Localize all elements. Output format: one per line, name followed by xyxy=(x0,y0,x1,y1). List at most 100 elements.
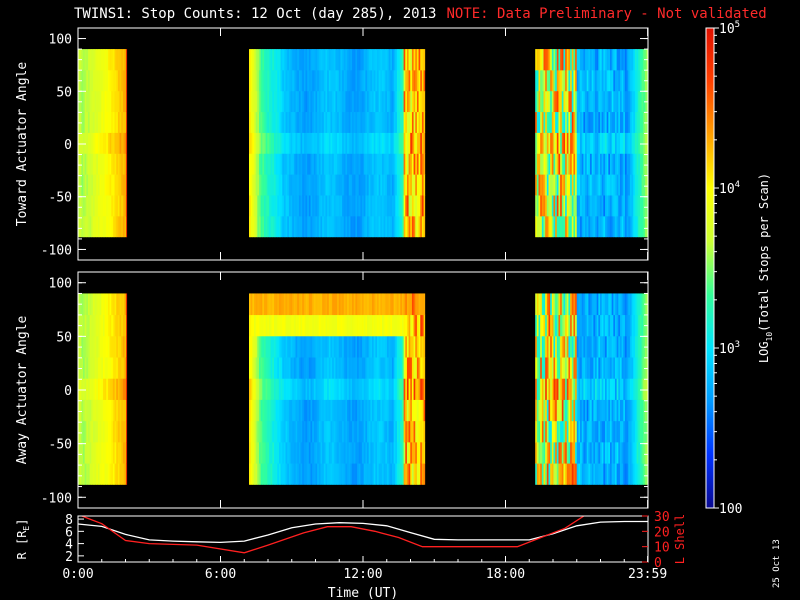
heatmap-cell xyxy=(272,441,275,464)
heatmap-cell xyxy=(312,69,315,92)
heatmap-cell xyxy=(378,293,381,316)
heatmap-cell xyxy=(310,463,313,485)
heatmap-cell xyxy=(89,335,92,358)
heatmap-cell xyxy=(332,420,335,443)
heatmap-cell xyxy=(606,293,609,316)
heatmap-cell xyxy=(357,215,360,238)
heatmap-cell xyxy=(342,90,345,113)
heatmap-cell xyxy=(614,357,618,379)
heatmap-cell xyxy=(368,215,371,238)
heatmap-cell xyxy=(638,195,641,217)
heatmap-cell xyxy=(611,293,614,316)
heatmap-cell xyxy=(282,335,285,358)
heatmap-cell xyxy=(302,441,305,464)
heatmap-cell xyxy=(575,174,578,196)
heatmap-cell xyxy=(283,90,286,113)
heatmap-cell xyxy=(353,132,356,154)
heatmap-cell xyxy=(332,132,335,154)
heatmap-cell xyxy=(315,49,318,71)
heatmap-cell xyxy=(646,174,649,196)
heatmap-cell xyxy=(623,111,626,133)
heatmap-cell xyxy=(315,420,318,443)
heatmap-cell xyxy=(421,399,424,422)
heatmap-cell xyxy=(328,378,331,400)
heatmap-cell xyxy=(81,314,84,337)
heatmap-cell xyxy=(106,153,109,175)
heatmap-cell xyxy=(360,378,363,400)
heatmap-cell xyxy=(540,215,543,238)
heatmap-cell xyxy=(536,293,539,316)
heatmap-cell xyxy=(295,174,298,196)
heatmap-cell xyxy=(538,153,541,175)
heatmap-cell xyxy=(575,463,578,485)
heatmap-cell xyxy=(102,215,105,238)
heatmap-cell xyxy=(91,49,94,71)
heatmap-cell xyxy=(323,314,326,337)
heatmap-cell xyxy=(363,420,366,443)
heatmap-cell xyxy=(410,441,413,464)
heatmap-cell xyxy=(295,90,298,113)
heatmap-cell xyxy=(104,463,107,485)
heatmap-cell xyxy=(591,335,594,358)
preliminary-note: NOTE: Data Preliminary - Not validated xyxy=(446,6,767,22)
heatmap-cell xyxy=(380,463,383,485)
heatmap-cell xyxy=(81,215,84,238)
heatmap-cell xyxy=(84,463,87,485)
heatmap-cell xyxy=(605,378,608,400)
heatmap-cell xyxy=(124,420,127,443)
heatmap-cell xyxy=(591,441,594,464)
heatmap-cell xyxy=(405,357,408,379)
heatmap-cell xyxy=(388,399,391,422)
heatmap-cell xyxy=(415,174,418,196)
heatmap-cell xyxy=(290,335,293,358)
heatmap-cell xyxy=(623,378,626,400)
heatmap-cell xyxy=(280,215,283,238)
heatmap-cell xyxy=(325,49,328,71)
heatmap-cell xyxy=(581,378,584,400)
heatmap-cell xyxy=(393,153,396,175)
heatmap-cell xyxy=(308,441,311,464)
heatmap-cell xyxy=(337,357,340,379)
heatmap-cell xyxy=(624,174,628,196)
heatmap-cell xyxy=(86,441,89,464)
heatmap-cell xyxy=(396,69,400,92)
heatmap-cell xyxy=(348,399,351,422)
heatmap-cell xyxy=(415,441,418,464)
heatmap-cell xyxy=(550,90,553,113)
heatmap-cell xyxy=(260,132,263,154)
heatmap-cell xyxy=(388,420,391,443)
heatmap-cell xyxy=(107,335,110,358)
heatmap-cell xyxy=(568,399,571,422)
heatmap-cell xyxy=(563,153,566,175)
heatmap-cell xyxy=(546,399,549,422)
heatmap-cell xyxy=(603,357,606,379)
heatmap-cell xyxy=(421,49,424,71)
heatmap-cell xyxy=(87,195,91,217)
heatmap-cell xyxy=(300,335,303,358)
heatmap-cell xyxy=(107,420,110,443)
heatmap-cell xyxy=(102,378,105,400)
heatmap-cell xyxy=(610,314,613,337)
colorbar-tick-label: 103 xyxy=(719,340,740,357)
heatmap-cell xyxy=(117,335,120,358)
heatmap-cell xyxy=(307,69,310,92)
heatmap-cell xyxy=(610,49,613,71)
heatmap-cell xyxy=(303,314,306,337)
heatmap-cell xyxy=(295,441,298,464)
heatmap-cell xyxy=(270,132,273,154)
heatmap-cell xyxy=(555,174,558,196)
heatmap-cell xyxy=(373,357,376,379)
heatmap-cell xyxy=(367,420,370,443)
heatmap-cell xyxy=(550,463,553,485)
heatmap-cell xyxy=(560,49,563,71)
heatmap-cell xyxy=(600,90,603,113)
heatmap-cell xyxy=(322,399,325,422)
heatmap-cell xyxy=(293,49,296,71)
heatmap-cell xyxy=(84,420,87,443)
heatmap-cell xyxy=(297,49,300,71)
heatmap-cell xyxy=(96,357,99,379)
heatmap-cell xyxy=(639,132,642,154)
heatmap-cell xyxy=(593,174,596,196)
heatmap-cell xyxy=(353,174,356,196)
